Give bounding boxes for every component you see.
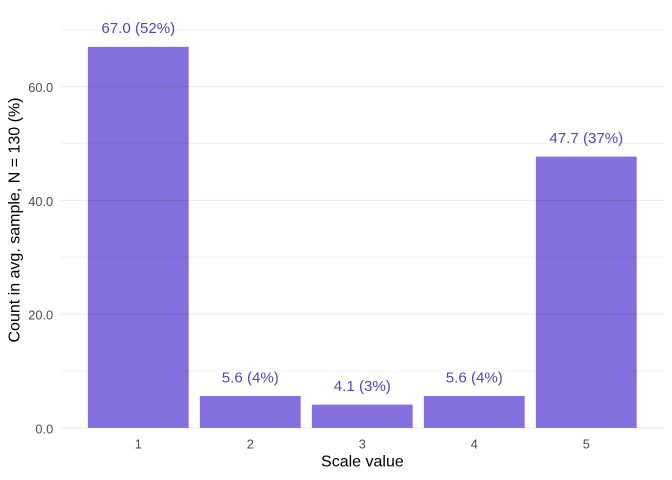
svg-text:20.0: 20.0 [28,308,53,323]
svg-text:40.0: 40.0 [28,194,53,209]
svg-text:0.0: 0.0 [35,421,53,436]
svg-text:4.1 (3%): 4.1 (3%) [334,378,391,395]
svg-text:2: 2 [247,437,254,452]
svg-text:1: 1 [135,437,142,452]
svg-text:47.7 (37%): 47.7 (37%) [549,130,623,147]
svg-text:4: 4 [471,437,478,452]
svg-text:67.0 (52%): 67.0 (52%) [101,20,175,37]
svg-text:Scale value: Scale value [321,454,404,471]
svg-text:5: 5 [583,437,590,452]
svg-text:3: 3 [359,437,366,452]
svg-text:Count in avg. sample, N = 130: Count in avg. sample, N = 130 (%) [7,97,24,342]
svg-text:5.6 (4%): 5.6 (4%) [446,370,503,387]
svg-text:5.6 (4%): 5.6 (4%) [222,370,279,387]
svg-text:60.0: 60.0 [28,80,53,95]
